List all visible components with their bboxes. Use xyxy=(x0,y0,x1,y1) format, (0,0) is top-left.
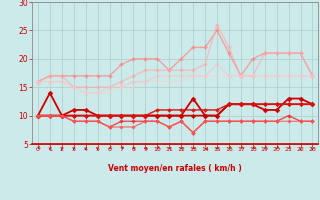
X-axis label: Vent moyen/en rafales ( km/h ): Vent moyen/en rafales ( km/h ) xyxy=(108,164,242,173)
